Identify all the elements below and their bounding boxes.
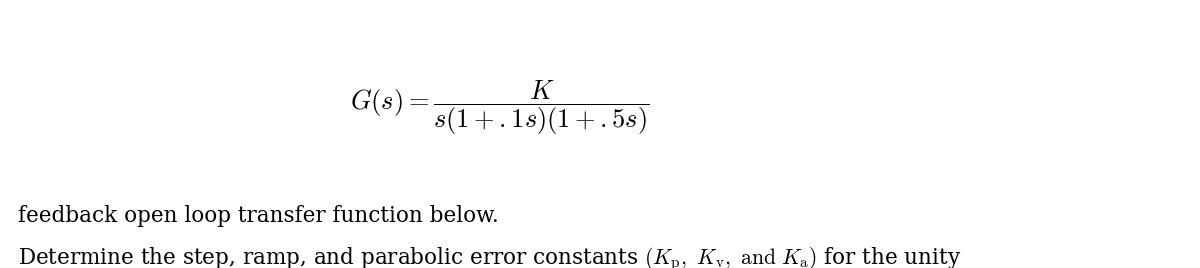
- Text: $G(s) = \dfrac{K}{s(1+.1s)(1+.5s)}$: $G(s) = \dfrac{K}{s(1+.1s)(1+.5s)}$: [350, 79, 649, 137]
- Text: feedback open loop transfer function below.: feedback open loop transfer function bel…: [18, 205, 499, 227]
- Text: Determine the step, ramp, and parabolic error constants $(K_{\mathrm{p}},\ K_{\m: Determine the step, ramp, and parabolic …: [18, 245, 961, 268]
